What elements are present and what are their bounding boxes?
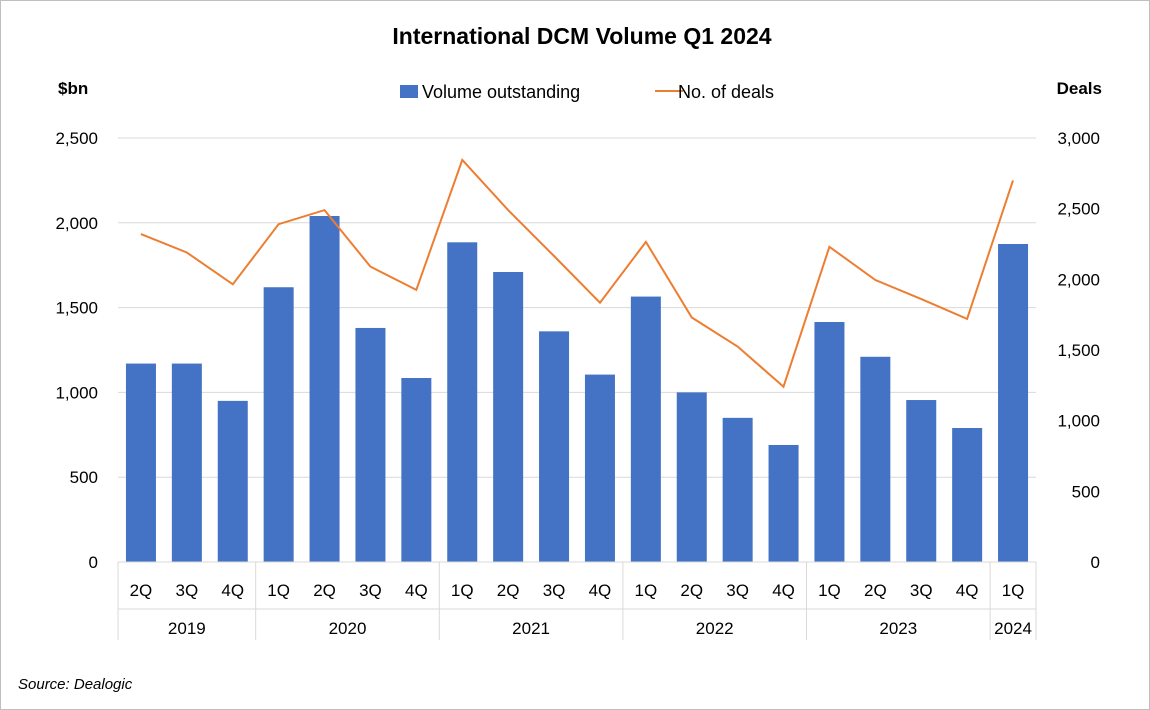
quarter-label: 2Q	[130, 581, 153, 600]
quarter-label: 4Q	[221, 581, 244, 600]
bar-volume	[355, 327, 386, 562]
year-label: 2023	[879, 619, 917, 638]
quarter-label: 2Q	[680, 581, 703, 600]
quarter-label: 1Q	[818, 581, 841, 600]
quarter-label: 4Q	[589, 581, 612, 600]
bar-volume	[263, 287, 294, 562]
bar-volume	[171, 363, 202, 562]
quarter-label: 1Q	[635, 581, 658, 600]
quarter-label: 4Q	[772, 581, 795, 600]
quarter-label: 2Q	[497, 581, 520, 600]
quarter-label: 3Q	[726, 581, 749, 600]
right-axis-label: Deals	[1057, 79, 1102, 98]
quarter-label: 3Q	[359, 581, 382, 600]
left-tick-label: 0	[89, 553, 98, 572]
right-tick-label: 500	[1072, 482, 1100, 501]
quarter-label: 1Q	[267, 581, 290, 600]
bar-volume	[217, 400, 248, 562]
year-label: 2024	[994, 619, 1032, 638]
right-tick-label: 2,000	[1057, 270, 1100, 289]
bar-volume	[998, 244, 1029, 562]
quarter-label: 1Q	[451, 581, 474, 600]
bar-volume	[309, 216, 340, 563]
right-tick-label: 3,000	[1057, 129, 1100, 148]
right-tick-label: 2,500	[1057, 200, 1100, 219]
left-axis-label: $bn	[58, 79, 88, 98]
bar-volume	[676, 392, 707, 562]
bar-volume	[860, 356, 891, 562]
quarter-label: 4Q	[405, 581, 428, 600]
left-tick-label: 1,000	[55, 383, 98, 402]
right-tick-label: 0	[1091, 553, 1100, 572]
legend-label-deals: No. of deals	[678, 82, 774, 102]
year-label: 2020	[329, 619, 367, 638]
year-label: 2022	[696, 619, 734, 638]
left-tick-label: 2,500	[55, 129, 98, 148]
bar-volume	[814, 322, 845, 562]
bar-volume	[906, 400, 937, 562]
line-deals	[140, 157, 1014, 389]
legend-swatch-bar	[400, 85, 418, 98]
bar-volume	[722, 417, 753, 562]
right-tick-label: 1,500	[1057, 341, 1100, 360]
right-tick-label: 1,000	[1057, 412, 1100, 431]
year-label: 2019	[168, 619, 206, 638]
quarter-label: 4Q	[956, 581, 979, 600]
quarter-label: 3Q	[176, 581, 199, 600]
bar-volume	[952, 428, 983, 562]
legend-label-volume: Volume outstanding	[422, 82, 580, 102]
bar-volume	[125, 363, 156, 562]
chart-title: International DCM Volume Q1 2024	[392, 23, 771, 49]
bar-volume	[584, 374, 615, 562]
left-tick-label: 1,500	[55, 299, 98, 318]
quarter-label: 1Q	[1002, 581, 1025, 600]
bar-volume	[539, 331, 570, 562]
bar-volume	[630, 296, 661, 562]
bar-volume	[768, 444, 799, 562]
year-label: 2021	[512, 619, 550, 638]
quarter-label: 2Q	[864, 581, 887, 600]
left-tick-label: 2,000	[55, 214, 98, 233]
bar-volume	[493, 271, 524, 562]
quarter-label: 3Q	[543, 581, 566, 600]
quarter-label: 3Q	[910, 581, 933, 600]
quarter-label: 2Q	[313, 581, 336, 600]
source-note: Source: Dealogic	[18, 676, 133, 693]
legend: Volume outstanding No. of deals	[400, 82, 774, 102]
bar-volume	[447, 242, 478, 562]
bar-volume	[401, 377, 432, 562]
left-tick-label: 500	[70, 468, 98, 487]
